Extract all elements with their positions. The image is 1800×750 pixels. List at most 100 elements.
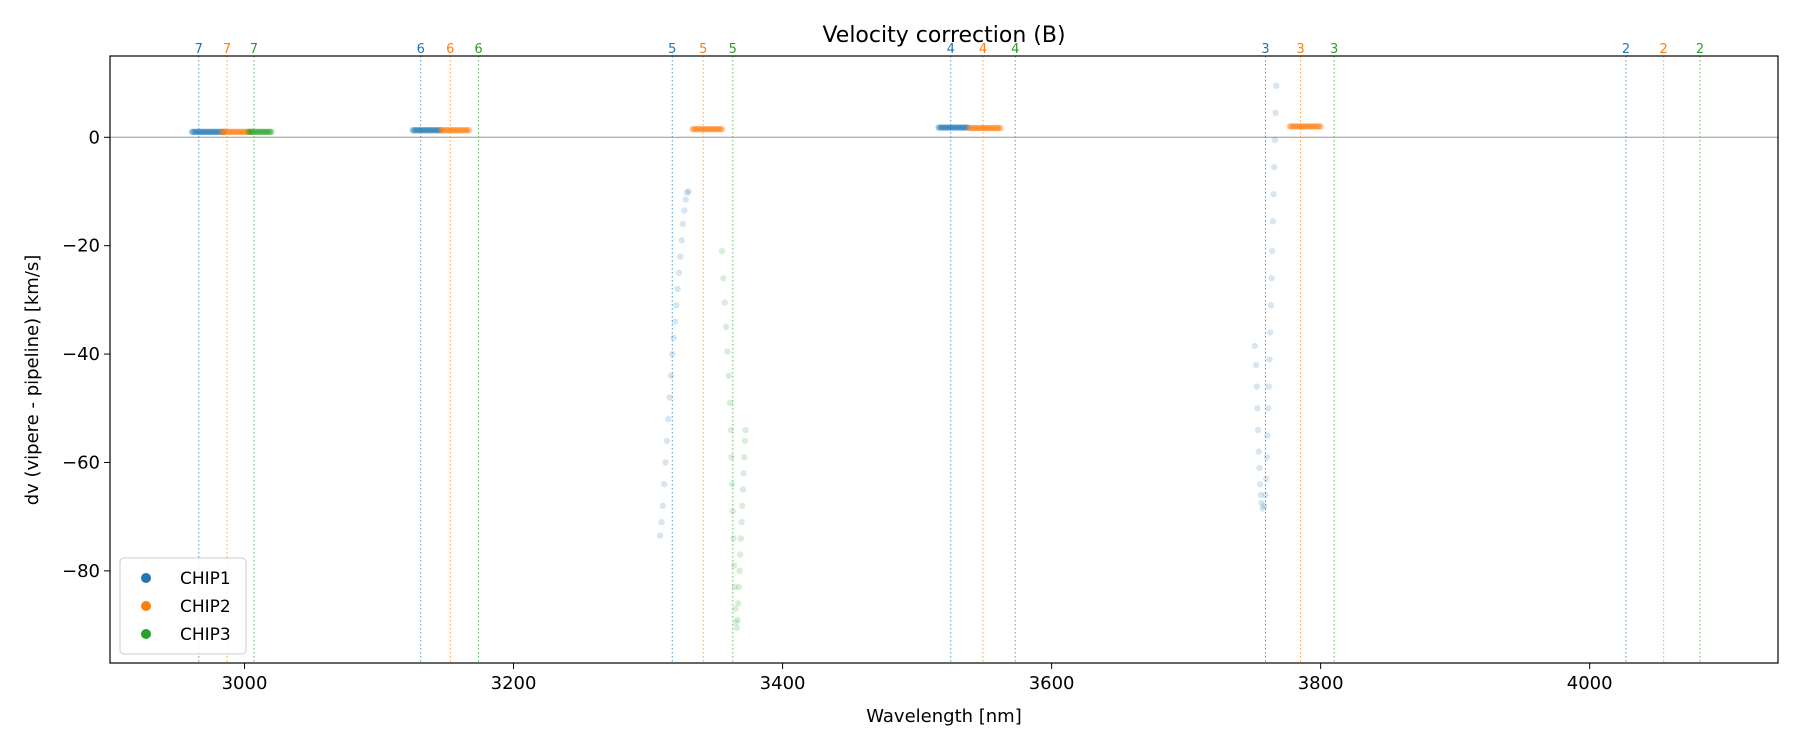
- chip2-point: [449, 127, 457, 134]
- chip1-point: [1271, 136, 1279, 144]
- chip2-point: [710, 125, 718, 133]
- chip2-point: [238, 128, 246, 136]
- order-label-7-chip1: 7: [195, 42, 203, 57]
- chip1-point: [1270, 191, 1277, 198]
- chip1-point: [413, 127, 420, 134]
- chip1-point: [436, 127, 443, 134]
- chip1-point: [956, 124, 964, 131]
- y-tick-label: −20: [62, 236, 100, 257]
- y-tick-label: 0: [89, 127, 100, 148]
- chip1-point: [1253, 383, 1260, 390]
- chip1-point: [946, 124, 953, 131]
- chip3-point: [730, 562, 738, 569]
- y-tick-label: −40: [62, 344, 100, 365]
- chip2-point: [233, 128, 240, 136]
- chip2-point: [995, 124, 1003, 132]
- chip1-point: [1267, 302, 1275, 309]
- chip2-point: [451, 127, 458, 134]
- order-label-2-chip1: 2: [1622, 42, 1630, 57]
- chip2-point: [464, 127, 472, 134]
- axes: 3000 3200 3400 3600 3800 4000 0 −20 −40 −60 −80: [62, 127, 1613, 694]
- chip2-point: [1310, 123, 1318, 130]
- plot-frame: [109, 55, 1779, 664]
- chip1-point: [959, 124, 967, 131]
- chip2-point: [973, 124, 980, 132]
- chip1-point: [196, 128, 204, 136]
- chip2-point: [1287, 123, 1295, 130]
- order-label-4-chip3: 4: [1011, 42, 1019, 57]
- chip3-point: [734, 600, 742, 607]
- chip1-point: [210, 128, 217, 136]
- chip2-point: [966, 124, 973, 132]
- chip2-point: [453, 127, 461, 134]
- chip1-point: [1264, 432, 1271, 439]
- chip2-point: [990, 124, 997, 132]
- chip2-point: [691, 125, 699, 133]
- chip1-point: [667, 372, 675, 379]
- chip3-point: [256, 128, 263, 136]
- chip1-point: [677, 253, 684, 260]
- order-label-6-chip2: 6: [446, 42, 454, 57]
- chip1-point: [1264, 405, 1272, 412]
- legend-marker-chip3: [141, 629, 151, 639]
- chip2-point: [694, 125, 702, 133]
- chip1-point: [209, 128, 216, 136]
- chip2-point: [237, 128, 244, 136]
- chip1-point: [1256, 480, 1264, 488]
- chip1-point: [674, 285, 681, 293]
- chip2-point: [712, 125, 719, 133]
- x-tick-label: 3400: [760, 673, 806, 694]
- legend: CHIP1 CHIP2 CHIP3: [119, 557, 247, 655]
- chip1-point: [1252, 361, 1260, 369]
- chip1-point: [424, 127, 431, 134]
- chip2-point: [241, 128, 248, 136]
- chip2-point: [970, 124, 977, 132]
- chip1-point: [1271, 163, 1278, 171]
- chip1-point: [935, 124, 942, 131]
- chip2-point: [246, 128, 254, 136]
- chip2-point: [445, 127, 453, 134]
- chip1-point: [1268, 275, 1275, 282]
- chip1-point: [1256, 464, 1263, 472]
- order-label-3-chip2: 3: [1296, 42, 1304, 57]
- x-axis-label: Wavelength [nm]: [866, 706, 1022, 727]
- chip1-point: [207, 128, 215, 136]
- chip1-point: [198, 128, 205, 136]
- chip3-point: [261, 128, 268, 136]
- chip1-point: [678, 237, 685, 244]
- chip1-point: [940, 124, 948, 131]
- chip3-point: [741, 453, 748, 461]
- chip1-point: [422, 127, 430, 134]
- chip1-point: [1251, 342, 1258, 350]
- chip3-point: [727, 426, 734, 434]
- chip1-point: [658, 518, 665, 526]
- chip1-point: [420, 127, 427, 134]
- chip1-point: [428, 127, 435, 134]
- chip3-point: [728, 453, 735, 461]
- chip3-point: [725, 372, 732, 379]
- chip2-point: [248, 128, 255, 136]
- chip3-point: [721, 299, 728, 306]
- chip1-point: [955, 124, 962, 131]
- order-label-4-chip2: 4: [979, 42, 987, 57]
- chip1-point: [952, 124, 960, 131]
- chip2-point: [1316, 123, 1323, 130]
- chip3-point: [736, 567, 743, 575]
- chip3-point: [252, 128, 259, 136]
- chip3-point: [728, 480, 736, 488]
- chip2-point: [704, 125, 711, 133]
- chip1-point: [192, 128, 200, 136]
- chip3-point: [742, 426, 749, 434]
- chip3-point: [733, 624, 741, 631]
- chip1-point: [203, 128, 211, 136]
- order-label-5-chip1: 5: [668, 42, 676, 57]
- chip2-point: [717, 125, 724, 133]
- chip2-point: [994, 124, 1002, 132]
- x-tick-label: 3000: [222, 673, 268, 694]
- order-label-3-chip3: 3: [1330, 42, 1338, 57]
- chip2-point: [1314, 123, 1322, 130]
- chip2-point: [997, 124, 1004, 132]
- chip3-point: [730, 535, 737, 542]
